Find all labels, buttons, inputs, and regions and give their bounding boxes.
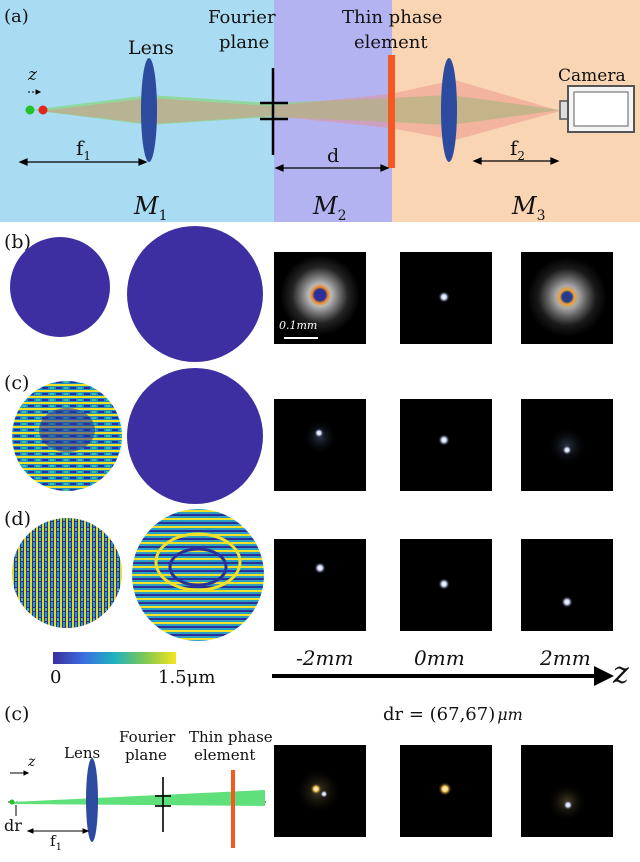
scale-bar-label: 0.1mm (279, 319, 318, 332)
colorbar (53, 652, 176, 664)
panel-c-label: (c) (4, 372, 30, 394)
colorbar-max-label: 1.5μm (158, 667, 216, 688)
panel-e-thin-1: Thin phase (189, 728, 273, 746)
fourier-label-2: plane (219, 32, 270, 53)
f2-dimension (472, 157, 560, 165)
lens-label: Lens (128, 37, 174, 59)
panel-e-z-label: z (28, 754, 36, 770)
phase-map-d1 (12, 518, 122, 628)
lens-2 (441, 58, 457, 162)
phase-element-e (231, 770, 235, 848)
z-axis-label: z (613, 656, 629, 691)
d-label: d (327, 145, 340, 167)
lens-e (86, 758, 98, 842)
phase-map-c2 (127, 368, 263, 504)
psf-d3 (521, 539, 613, 631)
d-dimension (274, 164, 390, 172)
f1-label: f1 (76, 136, 92, 163)
source-red (38, 105, 48, 115)
fourier-label-1: Fourier (208, 7, 276, 28)
f1-dimension (18, 158, 148, 166)
results-graphic (8, 226, 614, 848)
beam-green (30, 95, 560, 125)
m2-label: M2 (313, 192, 347, 224)
z-tick-1: -2mm (296, 646, 354, 670)
phase-map-d2 (132, 509, 264, 641)
camera-label: Camera (558, 66, 626, 86)
panel-b-label: (b) (4, 231, 31, 253)
f2-label: f2 (510, 136, 526, 163)
z-axis-arrow (272, 666, 614, 686)
m3-label: M3 (512, 192, 546, 224)
z-label: z (28, 65, 37, 85)
colorbar-min-label: 0 (50, 667, 62, 688)
panel-e-dr-label: dr (4, 816, 22, 835)
dr-value-label: dr = (67,67) μm (383, 704, 523, 725)
thin-phase-label-2: element (354, 32, 428, 53)
phase-map-b2 (127, 226, 263, 362)
panel-a-label: (a) (4, 6, 29, 27)
optical-setup-diagram (18, 55, 635, 172)
z-direction-arrow (28, 89, 42, 95)
panel-e-lens-label: Lens (64, 744, 101, 762)
thin-phase-label-1: Thin phase (342, 7, 443, 28)
panel-e-fourier-1: Fourier (119, 728, 176, 746)
camera-icon (559, 85, 635, 133)
z-tick-2: 0mm (414, 646, 465, 670)
m1-label: M1 (134, 192, 168, 224)
phase-element (388, 55, 395, 168)
panel-e-thin-2: element (194, 746, 256, 764)
panel-e-label: (c) (4, 703, 30, 725)
panel-d-label: (d) (4, 508, 31, 530)
psf-d1 (274, 539, 366, 631)
panel-e-f1-label: f1 (50, 832, 62, 853)
phase-map-b1 (10, 237, 110, 337)
beam-red (42, 80, 560, 140)
panel-e-fourier-2: plane (125, 746, 167, 764)
lens-1 (141, 58, 157, 162)
panel-e-diagram (8, 758, 268, 848)
source-green (25, 105, 35, 115)
z-tick-3: 2mm (540, 646, 591, 670)
